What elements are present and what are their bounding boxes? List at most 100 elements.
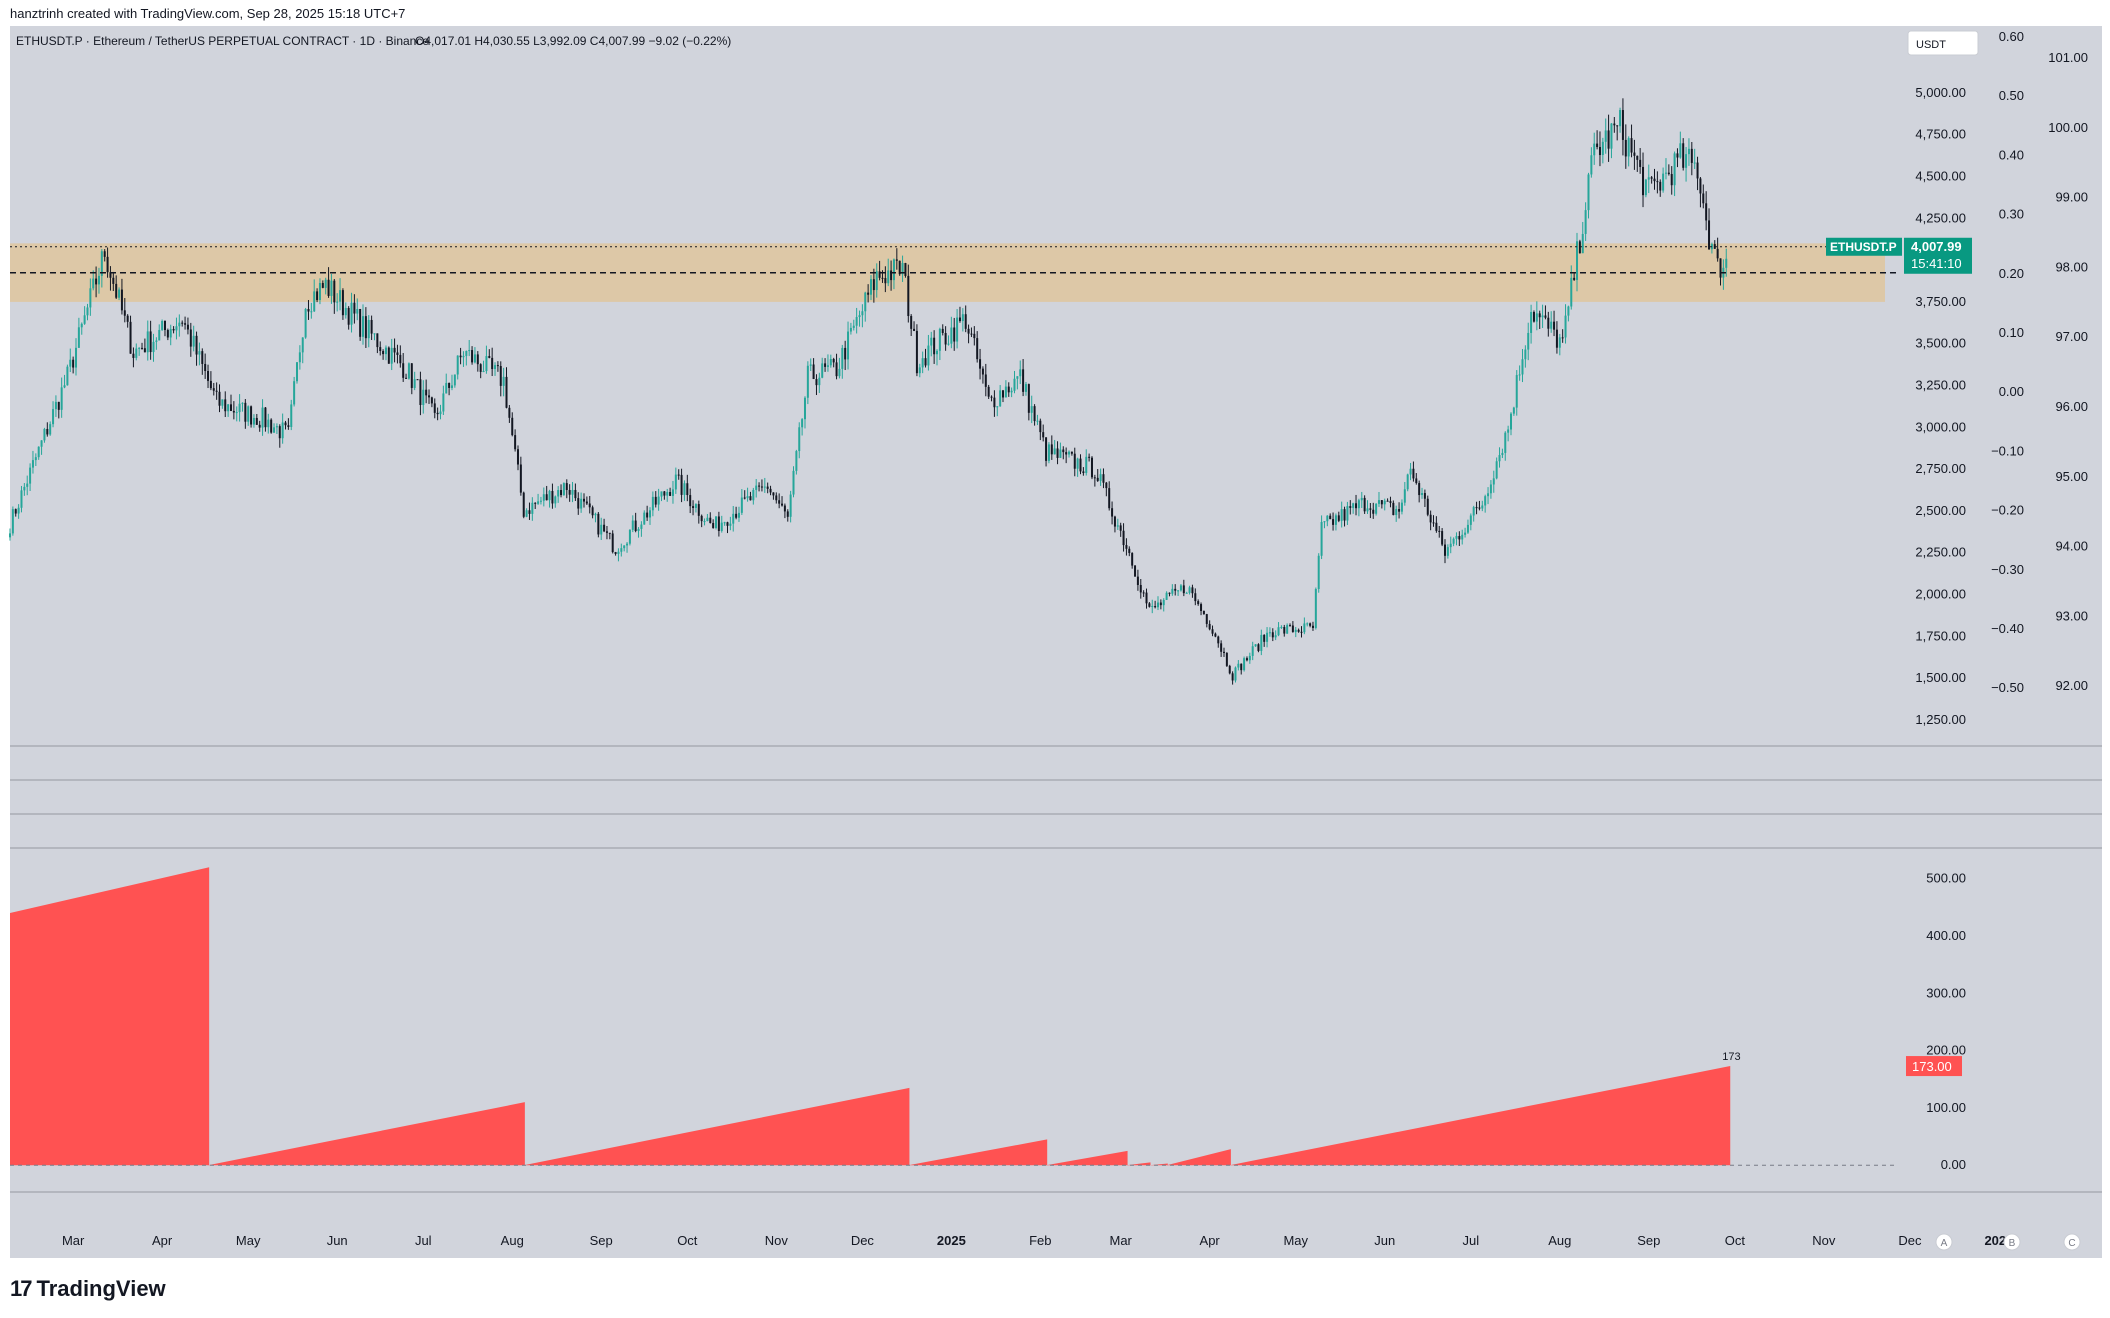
candle xyxy=(123,298,126,323)
corner-button[interactable] xyxy=(2063,1233,2081,1251)
candle xyxy=(758,482,761,492)
candle xyxy=(806,361,809,405)
candle xyxy=(689,488,692,514)
time-axis[interactable]: Mar Apr May Jun Jul Aug Sep Oct Nov Dec 2025 Feb Mar… xyxy=(62,1233,2013,1248)
candle xyxy=(1567,305,1570,322)
candle xyxy=(1139,579,1142,599)
candle xyxy=(1297,628,1300,633)
candle xyxy=(1527,322,1530,361)
time-tick-label: Nov xyxy=(1812,1233,1836,1248)
candle xyxy=(519,456,522,496)
candle xyxy=(620,543,623,557)
corner-button[interactable] xyxy=(2003,1233,2021,1251)
candle xyxy=(534,502,537,509)
candle xyxy=(970,327,973,338)
price-tick-label: 2,250.00 xyxy=(1915,545,1966,560)
candle xyxy=(1429,510,1432,531)
candle xyxy=(471,346,474,365)
candle xyxy=(11,506,14,536)
candle xyxy=(1621,98,1624,156)
candle xyxy=(341,288,344,320)
corner-buttons[interactable]: A B C xyxy=(1935,1233,2081,1251)
price-badge-symbol: ETHUSDT.P xyxy=(1830,240,1897,254)
candle xyxy=(775,492,778,504)
candle xyxy=(1294,626,1297,638)
candle xyxy=(1108,481,1111,511)
candle xyxy=(1309,622,1312,628)
candle xyxy=(1400,499,1403,515)
candle xyxy=(1627,136,1630,167)
candle xyxy=(1002,389,1005,403)
percent-tick-label: −0.10 xyxy=(1991,443,2024,458)
secondary-axis[interactable]: 101.00 100.00 99.00 98.00 97.00 96.00 95.00 94.… xyxy=(2048,50,2088,693)
time-tick-label: May xyxy=(236,1233,261,1248)
candle xyxy=(316,288,319,303)
candle xyxy=(1306,622,1309,627)
currency-button[interactable] xyxy=(1907,30,1979,56)
candle xyxy=(390,338,393,371)
candle xyxy=(821,357,824,379)
secondary-tick-label: 101.00 xyxy=(2048,50,2088,65)
candle xyxy=(571,481,574,503)
histogram-badge[interactable]: 173.00 173 xyxy=(1722,1051,1962,1077)
candle xyxy=(1550,311,1553,333)
footer-brand[interactable]: 17 TradingView xyxy=(10,1276,166,1302)
secondary-tick-label: 93.00 xyxy=(2055,608,2088,623)
candle xyxy=(824,358,827,372)
price-axis[interactable]: 5,000.00 4,750.00 4,500.00 4,250.00 3,750.00… xyxy=(1915,85,1966,727)
candle xyxy=(746,487,749,502)
candle xyxy=(1323,521,1326,529)
candle xyxy=(1679,131,1682,159)
candle xyxy=(1182,579,1185,597)
candle xyxy=(1412,461,1415,482)
time-tick-label: Aug xyxy=(1548,1233,1571,1248)
percent-tick-label: −0.20 xyxy=(1991,503,2024,518)
candle xyxy=(878,260,881,281)
candle xyxy=(1343,506,1346,527)
candle xyxy=(413,371,416,391)
candle xyxy=(973,326,976,346)
candle xyxy=(476,351,479,372)
candle xyxy=(623,545,626,552)
percent-axis[interactable]: 0.60 0.50 0.40 0.30 0.20 0.10 0.00 −0.10 −0.20 −0… xyxy=(1991,29,2024,695)
candle xyxy=(1280,625,1283,629)
candle xyxy=(1693,148,1696,169)
candle xyxy=(382,349,385,360)
candle xyxy=(1532,310,1535,323)
candle xyxy=(494,362,497,376)
candle xyxy=(83,306,86,325)
candle xyxy=(1541,304,1544,329)
candle xyxy=(1495,457,1498,480)
candle xyxy=(356,298,359,321)
candle xyxy=(1458,531,1461,547)
candle xyxy=(126,314,129,328)
candle xyxy=(189,322,192,357)
candle xyxy=(112,271,115,292)
candle xyxy=(324,277,327,295)
candle xyxy=(290,399,293,431)
corner-button[interactable] xyxy=(1935,1233,1953,1251)
candle xyxy=(453,374,456,388)
chart-frame[interactable] xyxy=(10,26,2102,1258)
candle xyxy=(399,345,402,368)
candle xyxy=(522,491,525,519)
candle xyxy=(428,389,431,404)
candle xyxy=(591,505,594,519)
candle xyxy=(1455,532,1458,546)
candle xyxy=(364,307,367,348)
candle xyxy=(812,358,815,380)
candle xyxy=(844,340,847,371)
candle xyxy=(867,284,870,303)
price-badge[interactable]: ETHUSDT.P 4,007.99 15:41:10 xyxy=(1826,237,1972,274)
candle xyxy=(1636,155,1639,172)
candle xyxy=(789,490,792,523)
candle xyxy=(442,385,445,416)
time-tick-label: Oct xyxy=(677,1233,698,1248)
candle xyxy=(1268,627,1271,637)
histogram-axis[interactable]: 500.00 400.00 300.00 200.00 100.00 0.00 xyxy=(1926,871,1966,1173)
candle xyxy=(120,278,123,315)
candle xyxy=(1039,418,1042,441)
candle xyxy=(339,278,342,311)
candle xyxy=(359,308,362,341)
